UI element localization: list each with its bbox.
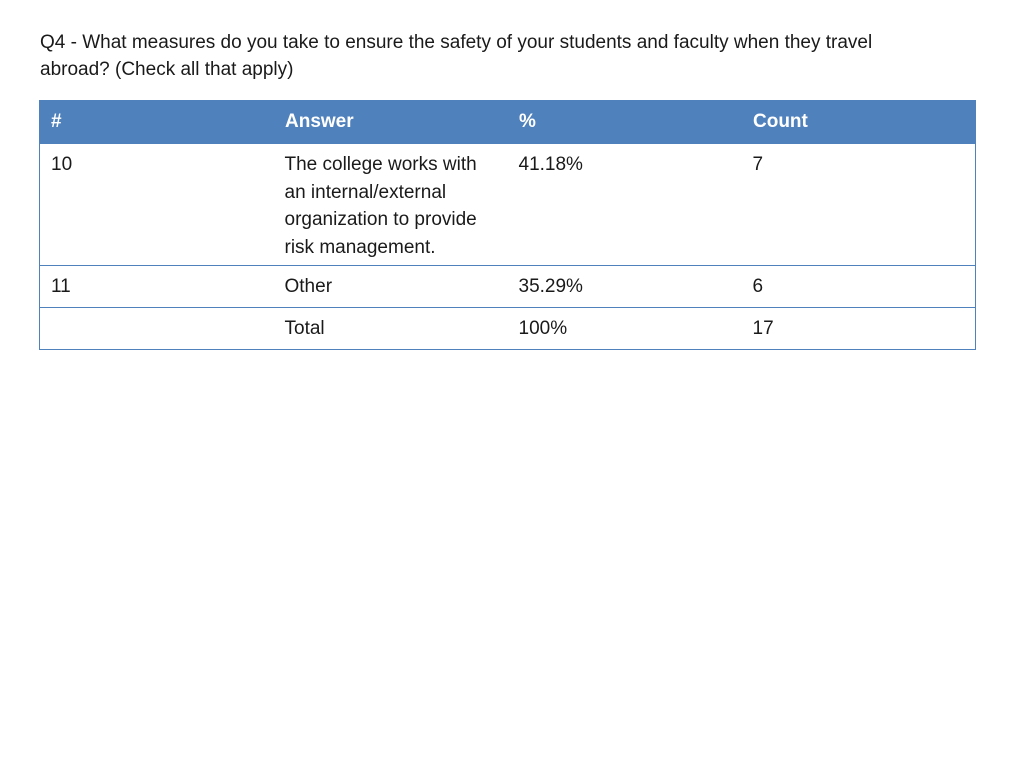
cell-number: 10 <box>39 143 274 266</box>
column-header-percent: % <box>507 100 742 144</box>
cell-count: 17 <box>741 307 976 350</box>
column-header-number: # <box>39 100 274 144</box>
cell-percent: 35.29% <box>507 265 742 308</box>
column-header-answer: Answer <box>273 100 508 144</box>
results-table: # Answer % Count 10 The college works wi… <box>39 100 976 350</box>
cell-count: 7 <box>741 143 976 266</box>
cell-answer: Total <box>273 307 508 350</box>
table-row: 11 Other 35.29% 6 <box>39 265 976 308</box>
cell-number: 11 <box>39 265 274 308</box>
cell-answer: Other <box>273 265 508 308</box>
cell-percent: 41.18% <box>507 143 742 266</box>
question-title: Q4 - What measures do you take to ensure… <box>40 32 873 80</box>
cell-percent: 100% <box>507 307 742 350</box>
table-row: 10 The college works with an internal/ex… <box>39 143 976 266</box>
cell-count: 6 <box>741 265 976 308</box>
cell-number <box>39 307 274 350</box>
table-header-row: # Answer % Count <box>39 100 976 144</box>
table-row-total: Total 100% 17 <box>39 307 976 350</box>
cell-answer: The college works with an internal/exter… <box>273 143 508 266</box>
column-header-count: Count <box>741 100 976 144</box>
